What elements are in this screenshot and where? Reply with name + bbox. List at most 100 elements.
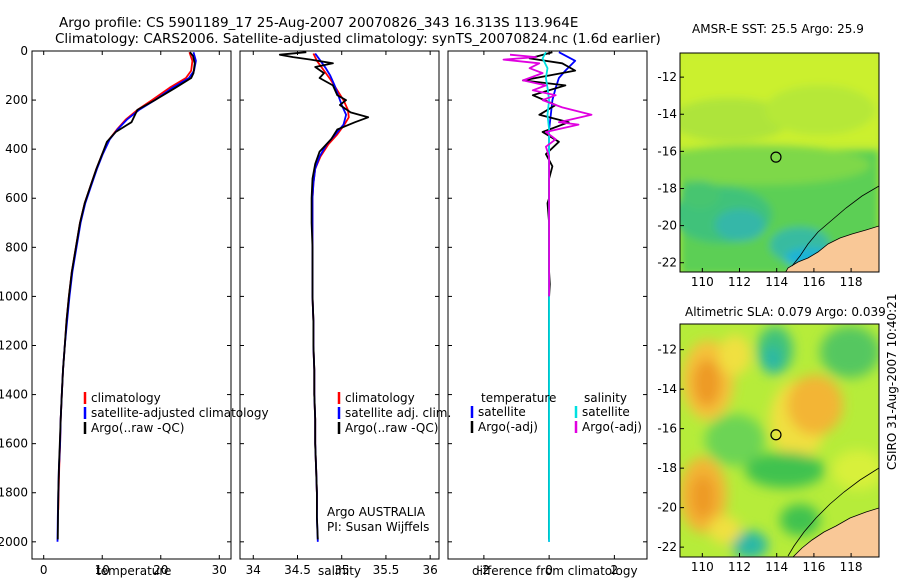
legend-label-satellite-adj: satellite adj. clim. — [345, 406, 451, 420]
legend-label-climatology: climatology — [345, 391, 415, 405]
map-x-tick-label: 118 — [840, 275, 863, 289]
x-tick-label: 0 — [40, 563, 48, 577]
sla-map-panel: Altimetric SLA: 0.079 Argo: 0.039 — [657, 305, 885, 574]
x-tick-label: 35 — [334, 563, 349, 577]
difference-series — [502, 51, 593, 542]
temperature-axes-frame — [31, 50, 232, 560]
map-y-tick-label: -14 — [657, 382, 677, 396]
series-line-argo-raw-qc- — [56, 51, 196, 540]
sla-argo-location-marker — [770, 429, 782, 441]
map-y-tick-label: -20 — [657, 219, 677, 233]
map-x-tick-label: 116 — [802, 275, 825, 289]
y-tick-label: 1400 — [0, 388, 28, 402]
sla-map-title: Altimetric SLA: 0.079 Argo: 0.039 — [685, 305, 886, 319]
sla-map-frame — [679, 323, 880, 558]
map-x-tick-label: 112 — [728, 560, 751, 574]
sst-map-ticks: 110 112 114 116 118 -12 -14 -16 -18 -20 -22 — [657, 70, 862, 289]
sst-map-field — [680, 53, 879, 272]
map-y-tick-label: -12 — [657, 343, 677, 357]
y-tick-label: 800 — [5, 240, 28, 254]
difference-x-ticks: -2 0 2 — [478, 51, 618, 577]
difference-axes-frame — [447, 50, 648, 560]
footer-timestamp: CSIRO 31-Aug-2007 10:40:21 — [885, 294, 899, 470]
difference-legend: temperature salinity satellite Argo(-adj… — [470, 391, 642, 434]
salinity-series — [278, 51, 370, 542]
legend-label-temperature-satellite: satellite — [478, 405, 526, 419]
map-y-tick-label: -14 — [657, 107, 677, 121]
argo-australia-annotation: Argo AUSTRALIA — [327, 505, 426, 519]
x-tick-label: 36 — [423, 563, 438, 577]
y-tick-label: 1800 — [0, 486, 28, 500]
salinity-x-ticks: 34 34.5 35 35.5 36 — [246, 51, 438, 577]
y-tick-label: 400 — [5, 142, 28, 156]
legend-label-satellite-adjusted: satellite-adjusted climatology — [91, 406, 269, 420]
difference-panel: -2 0 2 difference from climatology tempera… — [447, 50, 648, 578]
map-x-tick-label: 114 — [765, 560, 788, 574]
map-x-tick-label: 112 — [728, 275, 751, 289]
series-line-salinity-argo-adj- — [502, 53, 593, 297]
y-tick-label: 600 — [5, 191, 28, 205]
temperature-y-ticks: 0 200 400 600 800 1000 1200 1400 1600 1800 2000 — [0, 44, 231, 549]
series-line-satellite-adj-clim- — [311, 52, 347, 542]
y-tick-label: 0 — [20, 44, 28, 58]
figure-title-line1: Argo profile: CS 5901189_17 25-Aug-2007 … — [59, 15, 578, 31]
legend-header-salinity: salinity — [584, 391, 627, 405]
pi-annotation: PI: Susan Wijffels — [327, 520, 429, 534]
x-tick-label: 10 — [95, 563, 110, 577]
temperature-x-ticks: 0 10 20 30 — [40, 51, 227, 577]
x-tick-label: 35.5 — [373, 563, 400, 577]
x-tick-label: 2 — [611, 563, 619, 577]
map-y-tick-label: -16 — [657, 422, 677, 436]
legend-header-temperature: temperature — [481, 391, 556, 405]
sst-map-title: AMSR-E SST: 25.5 Argo: 25.9 — [692, 22, 864, 36]
y-tick-label: 1000 — [0, 289, 28, 303]
legend-label-argo: Argo(..raw -QC) — [345, 421, 438, 435]
y-tick-label: 200 — [5, 93, 28, 107]
figure-title-line2: Climatology: CARS2006. Satellite-adjuste… — [55, 31, 661, 47]
legend-label-salinity-satellite: satellite — [582, 405, 630, 419]
y-tick-label: 1600 — [0, 437, 28, 451]
x-tick-label: 34.5 — [284, 563, 311, 577]
map-x-tick-label: 110 — [691, 275, 714, 289]
salinity-x-label: salinity — [318, 564, 361, 578]
salinity-axes-frame — [239, 50, 440, 560]
y-tick-label: 2000 — [0, 535, 28, 549]
legend-label-climatology: climatology — [91, 391, 161, 405]
temperature-panel: 0 10 20 30 0 200 400 600 800 1000 1200 1400 1600 180… — [0, 44, 269, 578]
map-y-tick-label: -18 — [657, 181, 677, 195]
series-line-argo-raw-qc- — [278, 51, 370, 540]
map-x-tick-label: 118 — [840, 560, 863, 574]
x-tick-label: 30 — [212, 563, 227, 577]
temperature-x-label: temperature — [96, 564, 171, 578]
map-y-tick-label: -18 — [657, 461, 677, 475]
map-y-tick-label: -12 — [657, 70, 677, 84]
temperature-series — [56, 51, 197, 542]
legend-label-salinity-argo: Argo(-adj) — [582, 420, 642, 434]
salinity-panel: 34 34.5 35 35.5 36 salinity climatology sate… — [239, 50, 451, 578]
sst-map-frame — [679, 52, 880, 273]
x-tick-label: 0 — [545, 563, 553, 577]
legend-label-temperature-argo: Argo(-adj) — [478, 420, 538, 434]
difference-x-label: difference from climatology — [472, 564, 638, 578]
x-tick-label: 34 — [246, 563, 261, 577]
map-x-tick-label: 110 — [691, 560, 714, 574]
legend-label-argo: Argo(..raw -QC) — [91, 421, 184, 435]
x-tick-label: -2 — [478, 563, 490, 577]
series-line-salinity-satellite — [541, 51, 550, 542]
sla-map-ticks: 110 112 114 116 118 -12 -14 -16 -18 -20 -22 — [657, 343, 862, 574]
map-y-tick-label: -16 — [657, 144, 677, 158]
sst-argo-location-marker — [770, 151, 782, 163]
sst-map-panel: AMSR-E SST: 25.5 Argo: 25.9 — [657, 22, 880, 289]
map-x-tick-label: 114 — [765, 275, 788, 289]
sla-map-field — [680, 324, 879, 557]
map-x-tick-label: 116 — [802, 560, 825, 574]
temperature-legend: climatology satellite-adjusted climatolo… — [83, 391, 269, 435]
map-y-tick-label: -22 — [657, 256, 677, 270]
map-y-tick-label: -22 — [657, 540, 677, 554]
salinity-legend: climatology satellite adj. clim. Argo(..… — [337, 391, 451, 435]
y-tick-label: 1200 — [0, 338, 28, 352]
x-tick-label: 20 — [153, 563, 168, 577]
map-y-tick-label: -20 — [657, 501, 677, 515]
